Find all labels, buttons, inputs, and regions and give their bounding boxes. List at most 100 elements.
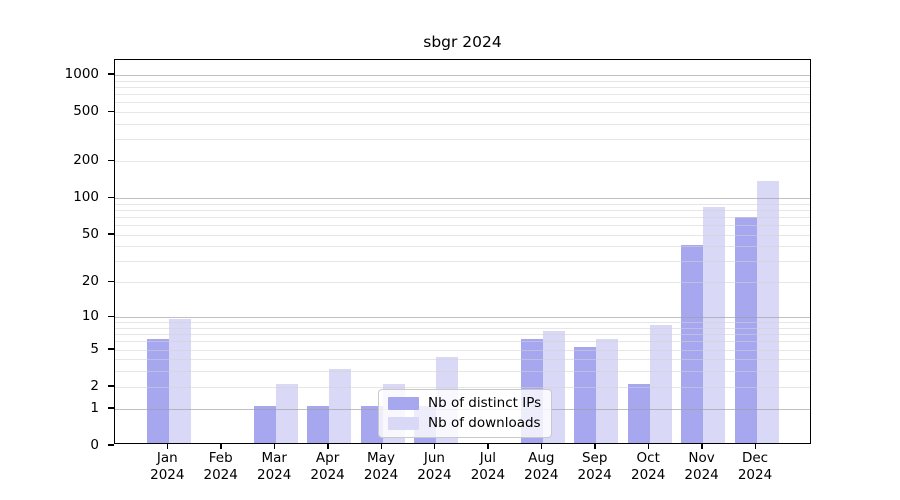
gridline-minor [115,94,810,96]
y-tick-mark [108,444,114,446]
y-tick-label: 100 [73,189,99,205]
bar-nb-of-distinct-ips-nov [681,245,704,443]
bar-nb-of-downloads-oct [649,325,672,443]
legend-entry: Nb of distinct IPs [388,396,541,411]
bar-nb-of-downloads-mar [275,384,298,443]
year-label: 2024 [417,467,452,483]
gridline-major [115,74,810,76]
y-tick-label: 200 [73,152,99,169]
y-tick-mark [108,407,114,409]
x-tick-mark [594,444,596,449]
x-tick-mark [647,444,650,449]
x-tick-label-jul: Jul 2024 [456,450,520,484]
year-label: 2024 [684,467,719,483]
y-tick-label: 50 [81,225,99,242]
y-tick-mark [108,73,114,75]
x-tick-label-jun: Jun 2024 [402,450,466,484]
x-tick-label-sep: Sep 2024 [563,450,627,484]
x-tick-label-nov: Nov 2024 [670,450,734,484]
year-label: 2024 [257,467,292,483]
gridline-minor [115,246,810,248]
y-tick-label: 20 [81,273,99,290]
bar-nb-of-downloads-jan [168,319,191,443]
month-label: Apr [315,450,340,466]
year-label: 2024 [310,467,345,483]
bar-nb-of-distinct-ips-may [360,405,383,443]
bar-nb-of-downloads-nov [703,207,726,443]
gridline-minor [115,359,810,361]
month-label: Mar [261,450,287,466]
y-tick-label: 1000 [64,65,99,82]
y-tick-mark [108,280,114,283]
bar-nb-of-downloads-apr [329,368,352,443]
x-tick-label-may: May 2024 [349,450,413,484]
gridline-minor [115,86,810,88]
y-tick-mark [108,196,114,198]
y-tick-label: 1 [90,399,99,416]
x-tick-label-oct: Oct 2024 [616,450,680,484]
year-label: 2024 [577,467,612,483]
gridline-minor [115,102,810,104]
bar-nb-of-distinct-ips-mar [253,405,276,443]
gridline-minor [115,124,810,125]
year-label: 2024 [203,467,238,483]
y-tick-label: 0 [90,436,99,453]
x-tick-mark [380,444,382,449]
bar-nb-of-distinct-ips-apr [307,405,330,443]
x-tick-mark [273,444,276,449]
x-tick-label-feb: Feb 2024 [189,450,253,484]
bar-nb-of-distinct-ips-dec [734,217,757,443]
x-tick-mark [166,444,169,449]
bar-nb-of-distinct-ips-oct [627,384,650,443]
year-label: 2024 [524,467,559,483]
year-label: 2024 [470,467,506,483]
y-tick-mark [108,159,114,162]
bar-nb-of-distinct-ips-sep [574,346,597,443]
x-tick-label-apr: Apr 2024 [296,450,360,484]
plot-area [114,59,811,444]
month-label: Aug [528,450,555,466]
x-tick-label-dec: Dec 2024 [723,450,787,484]
year-label: 2024 [150,467,185,483]
x-tick-label-aug: Aug 2024 [509,450,573,484]
year-label: 2024 [737,467,773,483]
y-tick-mark [108,385,114,387]
x-tick-label-mar: Mar 2024 [242,450,306,484]
gridline-minor [115,371,810,373]
gridline-minor [115,341,810,343]
y-tick-mark [108,233,114,235]
y-tick-label: 2 [90,377,99,394]
legend-entry: Nb of downloads [388,416,541,431]
gridline-minor [115,80,810,82]
month-label: May [367,450,395,466]
gridline-minor [115,234,810,236]
gridline-minor [115,334,810,336]
gridline-minor [115,322,810,324]
month-label: Oct [636,450,660,466]
y-tick-mark [108,110,114,113]
gridline-minor [115,161,810,163]
month-label: Jun [423,450,445,466]
month-label: Dec [741,450,769,466]
gridline-minor [115,209,810,211]
month-label: Jan [156,450,178,466]
month-label: Sep [581,450,608,466]
y-tick-mark [108,315,114,317]
gridline-minor [115,112,810,114]
x-tick-mark [433,444,436,449]
x-tick-mark [540,444,543,449]
month-label: Jul [479,450,497,466]
y-tick-label: 5 [90,340,99,357]
x-tick-mark [327,444,329,449]
bar-nb-of-distinct-ips-jan [146,338,169,443]
x-tick-mark [220,444,222,449]
month-label: Feb [208,450,233,466]
legend-swatch-icon [388,417,419,430]
gridline-minor [115,327,810,329]
gridline-major [115,198,810,199]
legend-swatch-icon [388,397,419,410]
y-tick-label: 500 [73,103,99,120]
gridline-minor [115,203,810,205]
legend-label: Nb of distinct IPs [428,395,542,411]
